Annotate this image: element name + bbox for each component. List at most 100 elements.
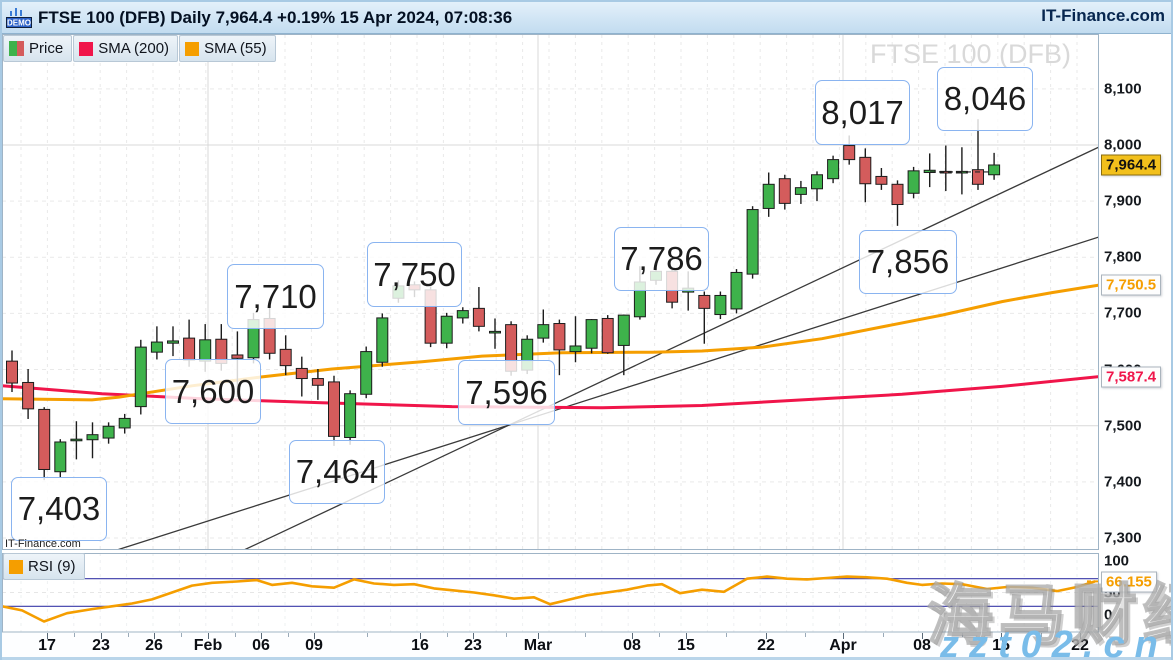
- candle-body: [344, 393, 357, 438]
- x-axis-minor-tick: [585, 633, 586, 637]
- legend-row: Price SMA (200) SMA (55): [3, 35, 276, 62]
- price-annotation[interactable]: 7,600: [165, 359, 261, 424]
- candle-body: [811, 174, 823, 190]
- sma55-swatch-icon: [185, 41, 200, 56]
- x-axis-tick: [632, 633, 633, 639]
- price-axis-label: 7,500: [1104, 417, 1142, 435]
- x-axis-tick: [538, 633, 539, 639]
- x-axis-minor-tick: [287, 633, 289, 637]
- price-annotation[interactable]: 7,403: [11, 477, 107, 541]
- candle-body: [778, 178, 791, 204]
- x-axis-label: Mar: [523, 637, 553, 654]
- x-axis-minor-tick: [446, 633, 448, 637]
- candle-body: [698, 294, 711, 309]
- candle-body: [22, 381, 35, 410]
- x-axis-minor-tick: [804, 633, 806, 637]
- price-annotation[interactable]: 7,750: [367, 242, 462, 307]
- x-axis-label: 17: [38, 637, 56, 654]
- x-axis-tick: [314, 633, 315, 639]
- candle-body: [118, 417, 131, 429]
- candle-body: [231, 354, 244, 359]
- candle-body: [38, 408, 51, 470]
- candle-body: [183, 337, 196, 361]
- cjk-watermark: 海马财经: [926, 577, 1171, 653]
- sma200-value-tag: 7,587.4: [1101, 366, 1162, 388]
- price-annotation[interactable]: 8,017: [815, 80, 910, 145]
- candle-body: [875, 175, 888, 185]
- candle-body: [376, 317, 389, 363]
- candle-body: [102, 425, 115, 439]
- rsi-axis-label-100: 100: [1104, 552, 1130, 570]
- x-axis-minor-tick: [659, 633, 660, 637]
- x-axis-minor-tick: [74, 633, 75, 637]
- rsi-value-tag: 66.155: [1101, 571, 1157, 593]
- candle-body: [311, 378, 324, 386]
- x-axis-label: 22: [757, 637, 775, 654]
- x-axis-tick: [154, 633, 155, 639]
- candle-body: [730, 271, 743, 310]
- itfinance-small-label: IT-Finance.com: [5, 538, 81, 550]
- candle-body: [472, 307, 485, 327]
- x-axis-label: Feb: [193, 637, 223, 654]
- legend-price-button[interactable]: Price: [3, 35, 73, 62]
- candle-body: [456, 310, 469, 319]
- x-axis-minor-tick: [181, 633, 182, 637]
- price-axis-label: 7,400: [1104, 473, 1142, 491]
- price-panel: [2, 34, 1099, 550]
- rsi-swatch-icon: [9, 559, 23, 574]
- x-axis-tick: [843, 633, 844, 639]
- candle-body: [167, 340, 179, 344]
- price-annotation[interactable]: 7,464: [289, 440, 385, 504]
- price-annotation[interactable]: 8,046: [937, 67, 1033, 131]
- x-axis-tick: [261, 633, 262, 639]
- candle-body: [537, 324, 550, 339]
- candle-body: [86, 434, 99, 441]
- x-axis-label: 06: [252, 637, 270, 654]
- x-axis-tick: [686, 633, 687, 639]
- x-axis-tick: [208, 633, 209, 639]
- brand-link[interactable]: IT-Finance.com: [1041, 6, 1165, 25]
- candle-body: [907, 170, 920, 194]
- price-axis-label: 7,300: [1104, 529, 1142, 547]
- price-axis-label: 7,900: [1104, 192, 1142, 210]
- candle-body: [714, 294, 727, 316]
- price-annotation[interactable]: 7,710: [227, 264, 324, 329]
- candle-body: [569, 345, 582, 353]
- current-price-tag: 7,964.4: [1101, 154, 1162, 176]
- price-annotation[interactable]: 7,596: [458, 360, 555, 425]
- legend-price-label: Price: [29, 40, 64, 57]
- candle-body: [859, 156, 872, 185]
- svg-text:DEMO: DEMO: [7, 18, 31, 27]
- legend-sma55-label: SMA (55): [204, 40, 267, 57]
- x-axis-label: 15: [992, 637, 1010, 654]
- candle-body: [746, 209, 759, 275]
- candle-body: [843, 145, 856, 161]
- x-axis-minor-tick: [1040, 633, 1042, 637]
- candle-body: [440, 315, 453, 344]
- x-axis-tick: [473, 633, 474, 639]
- x-axis-label: 08: [623, 637, 641, 654]
- price-axis-label: 8,000: [1104, 136, 1142, 154]
- legend-rsi-button[interactable]: RSI (9): [3, 553, 85, 580]
- legend-sma200-button[interactable]: SMA (200): [73, 35, 179, 62]
- candle-body: [601, 317, 614, 354]
- price-axis-label: 8,100: [1104, 80, 1142, 98]
- price-annotation[interactable]: 7,856: [859, 230, 957, 294]
- candle-body: [360, 351, 373, 395]
- x-axis-label: 23: [92, 637, 110, 654]
- candle-body: [972, 169, 984, 185]
- legend-sma55-button[interactable]: SMA (55): [179, 35, 276, 62]
- chart-watermark: FTSE 100 (DFB): [870, 39, 1072, 69]
- sma200-swatch-icon: [79, 41, 94, 56]
- candle-body: [617, 314, 630, 346]
- candle-body: [553, 323, 566, 351]
- candle-body: [295, 367, 308, 380]
- x-axis-minor-tick: [367, 633, 368, 637]
- price-annotation[interactable]: 7,786: [614, 227, 709, 291]
- x-axis-label: 15: [677, 637, 695, 654]
- x-axis-label: Apr: [829, 637, 857, 654]
- price-axis-label: 7,800: [1104, 248, 1142, 266]
- window-bottom-edge: [2, 657, 1171, 660]
- candle-body: [134, 346, 147, 408]
- rsi-panel: [2, 553, 1099, 633]
